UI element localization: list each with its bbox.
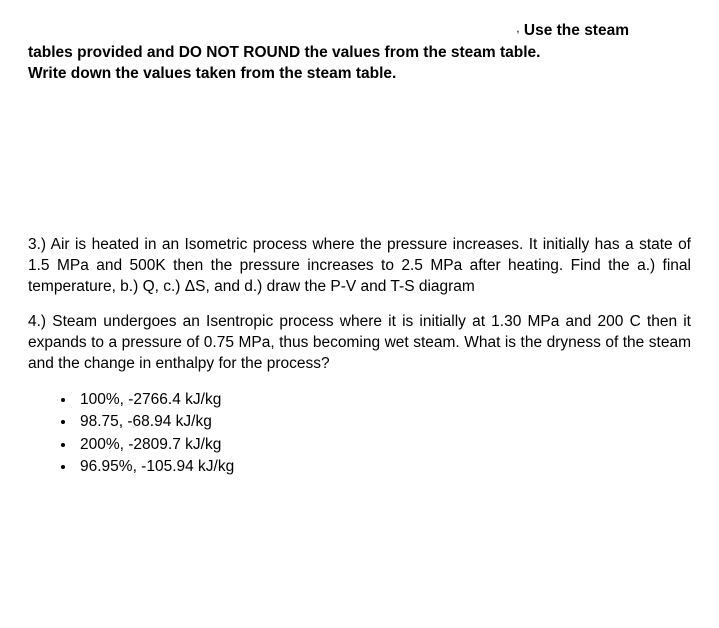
header-line-2: tables provided and DO NOT ROUND the val… xyxy=(28,42,691,64)
option-3: 200%, -2809.7 kJ/kg xyxy=(76,434,691,456)
option-1: 100%, -2766.4 kJ/kg xyxy=(76,389,691,411)
header-text-1: Use the steam xyxy=(524,22,629,39)
question-4-options: 100%, -2766.4 kJ/kg 98.75, -68.94 kJ/kg … xyxy=(28,389,691,479)
instructions-header: , Use the steam tables provided and DO N… xyxy=(28,20,691,85)
option-4: 96.95%, -105.94 kJ/kg xyxy=(76,456,691,478)
header-lead-comma: , xyxy=(516,21,519,35)
question-3: 3.) Air is heated in an Isometric proces… xyxy=(28,235,691,298)
header-line-3: Write down the values taken from the ste… xyxy=(28,63,691,85)
option-2: 98.75, -68.94 kJ/kg xyxy=(76,411,691,433)
header-line-1: , Use the steam xyxy=(28,20,691,42)
question-4: 4.) Steam undergoes an Isentropic proces… xyxy=(28,312,691,375)
